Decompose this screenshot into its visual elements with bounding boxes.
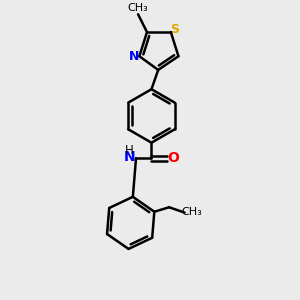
Text: CH₃: CH₃	[182, 207, 202, 217]
Text: O: O	[167, 151, 179, 165]
Text: H: H	[125, 144, 134, 157]
Text: N: N	[129, 50, 139, 63]
Text: S: S	[170, 23, 179, 36]
Text: CH₃: CH₃	[127, 3, 148, 13]
Text: N: N	[124, 150, 135, 164]
